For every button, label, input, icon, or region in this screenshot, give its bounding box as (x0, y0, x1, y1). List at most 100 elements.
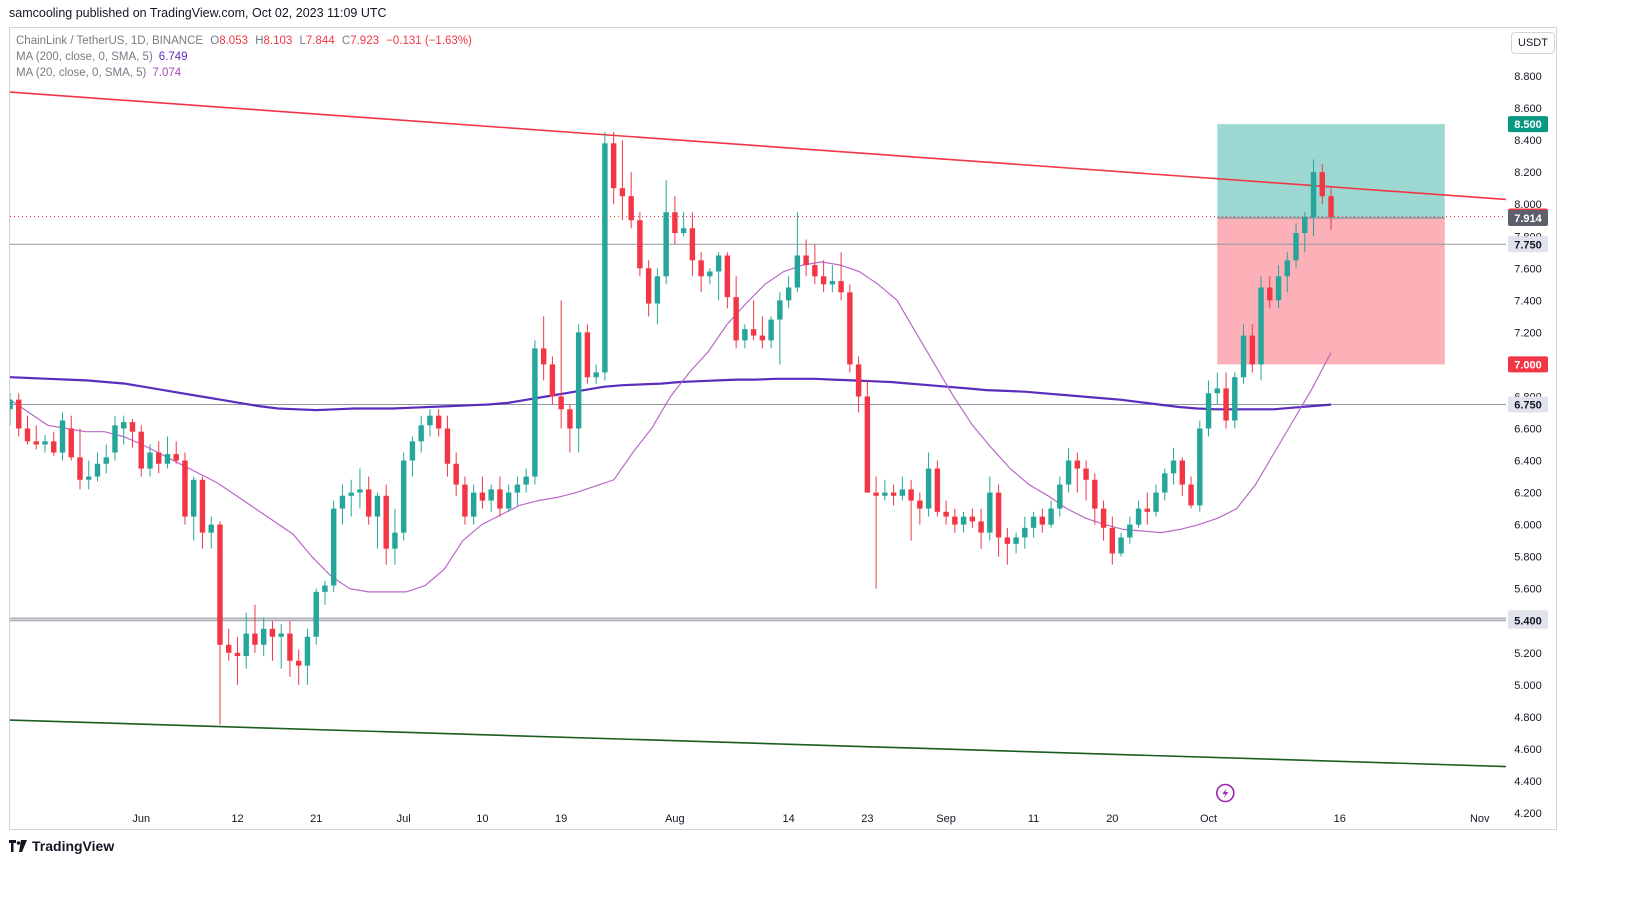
legend-close-value: 7.923 (350, 35, 379, 47)
candle (330, 500, 337, 592)
candle (873, 476, 879, 589)
candle-body (672, 212, 678, 234)
candle-body (934, 468, 941, 512)
tradingview-logo-icon (9, 839, 27, 852)
candle (1310, 159, 1317, 237)
lightning-icon[interactable] (1215, 783, 1235, 803)
candle (182, 452, 188, 525)
candle (488, 484, 494, 512)
candle-body (10, 399, 13, 410)
candle-body (873, 492, 879, 496)
candle (1205, 380, 1212, 437)
legend-symbol: ChainLink / TetherUS, 1D, BINANCE (16, 35, 204, 47)
candle-body (418, 425, 424, 442)
candle-body (470, 492, 477, 517)
candle (295, 649, 302, 685)
legend-ohlc-row: ChainLink / TetherUS, 1D, BINANCE O8.053… (16, 33, 472, 49)
candle-body (51, 441, 57, 453)
candle (1057, 476, 1063, 517)
candle-body (1030, 516, 1037, 528)
candle-body (1083, 468, 1089, 480)
candle (164, 436, 171, 469)
chart-frame (9, 27, 1557, 830)
candle-body (733, 297, 739, 341)
candle (1223, 372, 1229, 429)
y-tick-label: 5.800 (1514, 552, 1542, 564)
level-band (10, 618, 1506, 621)
candle (899, 476, 906, 501)
candle (523, 468, 529, 493)
candle (374, 492, 381, 549)
legend-close-label: C (341, 35, 351, 47)
candle (759, 316, 766, 349)
candle-body (392, 532, 398, 549)
legend-high-value: 8.103 (263, 35, 293, 47)
candle (593, 364, 599, 384)
y-tick-label: 8.600 (1514, 103, 1542, 115)
x-tick-label: Nov (1470, 813, 1490, 825)
candle (313, 588, 319, 645)
candle-body (278, 633, 284, 637)
candle (129, 418, 136, 448)
x-tick-label: Sep (936, 813, 956, 825)
y-tick-label: 7.600 (1514, 263, 1542, 275)
candle (339, 484, 346, 525)
candle-body (1293, 233, 1299, 261)
candle (1118, 532, 1124, 557)
candle-body (112, 425, 118, 453)
candle (715, 252, 722, 301)
candle-body (724, 255, 731, 298)
candle (1048, 500, 1054, 528)
candle (864, 380, 871, 493)
legend-ma200-label: MA (200, close, 0, SMA, 5) (16, 51, 153, 63)
candle (628, 172, 634, 229)
candle (470, 484, 477, 525)
chart-legend: ChainLink / TetherUS, 1D, BINANCE O8.053… (16, 33, 472, 81)
candle-body (269, 628, 276, 637)
candle (226, 628, 232, 661)
candle-body (199, 479, 206, 533)
candle (785, 276, 792, 309)
candle-body (16, 399, 22, 429)
y-tick-label: 6.200 (1514, 488, 1542, 500)
candle (917, 492, 923, 525)
legend-open-label: O (210, 35, 220, 47)
x-tick-label: Jul (397, 813, 411, 825)
candle (1004, 527, 1011, 565)
candle (1074, 452, 1081, 493)
price-label-bg (1508, 396, 1548, 413)
candle (610, 132, 617, 205)
legend-high-label: H (255, 35, 264, 47)
y-tick-label: 7.400 (1514, 295, 1542, 307)
candle-body (1013, 537, 1019, 544)
candle (1179, 457, 1186, 496)
candle-body (1022, 527, 1028, 538)
candle-body (514, 484, 521, 493)
candle-body (637, 220, 643, 269)
candle (584, 324, 591, 384)
candle (1013, 532, 1019, 554)
legend-ma200-row[interactable]: MA (200, close, 0, SMA, 5) 6.749 (16, 49, 472, 65)
candle (1319, 164, 1325, 205)
candle-body (1092, 479, 1098, 509)
candle-body (908, 489, 914, 501)
candle (287, 620, 293, 677)
candle-body (1258, 287, 1264, 365)
candle-body (628, 196, 634, 221)
resistance-trendline (10, 91, 1506, 201)
candle-body (94, 463, 101, 477)
candle (427, 409, 433, 437)
currency-button[interactable]: USDT (1511, 32, 1555, 54)
candle-body (567, 409, 573, 429)
candle-body (742, 329, 748, 341)
candle-body (1048, 508, 1054, 525)
stop-zone (1217, 217, 1445, 365)
candle-body (1240, 335, 1247, 378)
candle (952, 508, 958, 533)
candle-body (1065, 460, 1072, 485)
candle (645, 260, 652, 317)
x-tick-label: 19 (555, 813, 567, 825)
candle (1328, 188, 1334, 230)
legend-ma20-row[interactable]: MA (20, close, 0, SMA, 5) 7.074 (16, 65, 472, 81)
